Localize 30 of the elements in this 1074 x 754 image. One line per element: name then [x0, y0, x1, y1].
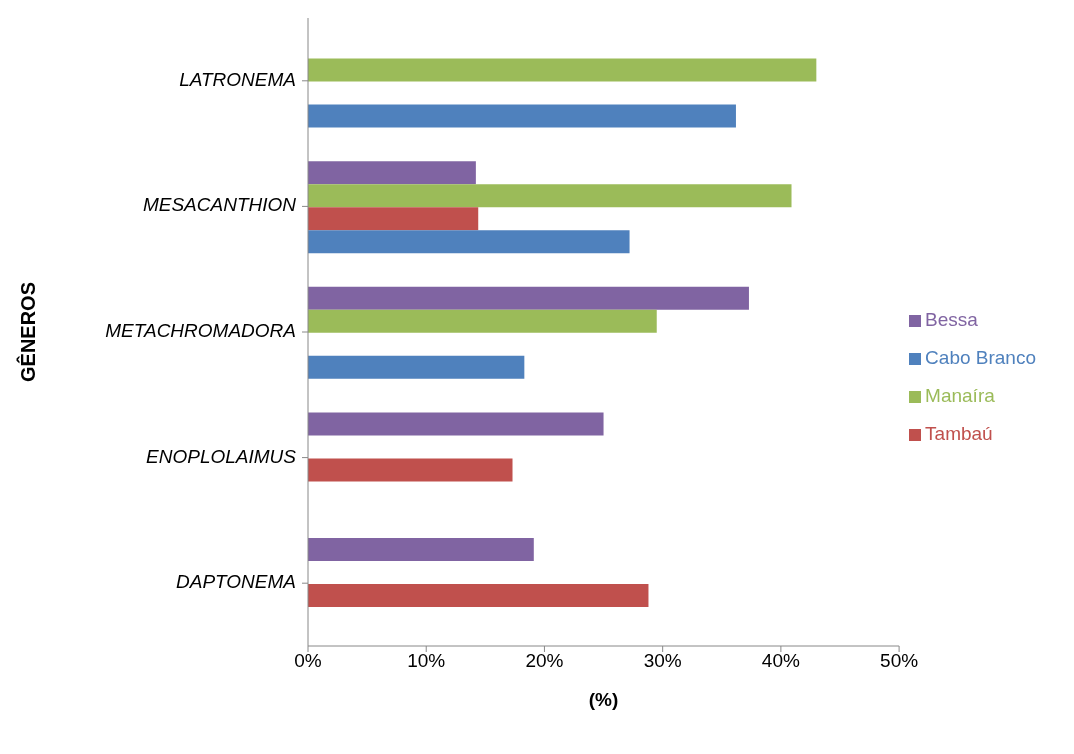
y-tick-label: LATRONEMA: [179, 68, 296, 90]
bar: [308, 583, 649, 607]
bar: [308, 104, 736, 128]
x-tick-label: 30%: [643, 650, 682, 672]
y-tick-label: MESACANTHION: [142, 194, 297, 216]
bar: [308, 161, 476, 185]
bar: [308, 412, 604, 436]
x-tick-label: 20%: [525, 650, 564, 672]
bar: [308, 58, 817, 82]
legend-label: Manaíra: [925, 385, 995, 406]
x-tick-label: 50%: [880, 650, 919, 672]
bar: [308, 309, 657, 333]
bar: [308, 458, 513, 482]
y-tick-label: DAPTONEMA: [175, 571, 296, 593]
y-axis-title: GÊNEROS: [16, 281, 40, 383]
x-tick-label: 10%: [407, 650, 446, 672]
bar: [308, 184, 792, 208]
x-axis-title: (%): [588, 689, 619, 710]
y-tick-label: ENOPLOLAIMUS: [146, 445, 297, 467]
bar: [308, 355, 525, 379]
x-tick-label: 40%: [761, 650, 800, 672]
bar: [308, 537, 534, 561]
legend-label: Tambaú: [925, 423, 993, 444]
y-tick-label: METACHROMADORA: [105, 320, 296, 341]
bar: [308, 286, 749, 310]
bar: [308, 207, 479, 231]
legend-label: Cabo Branco: [925, 347, 1036, 368]
legend-label: Bessa: [925, 309, 978, 330]
x-tick-label: 0%: [294, 650, 322, 672]
bar: [308, 230, 630, 254]
